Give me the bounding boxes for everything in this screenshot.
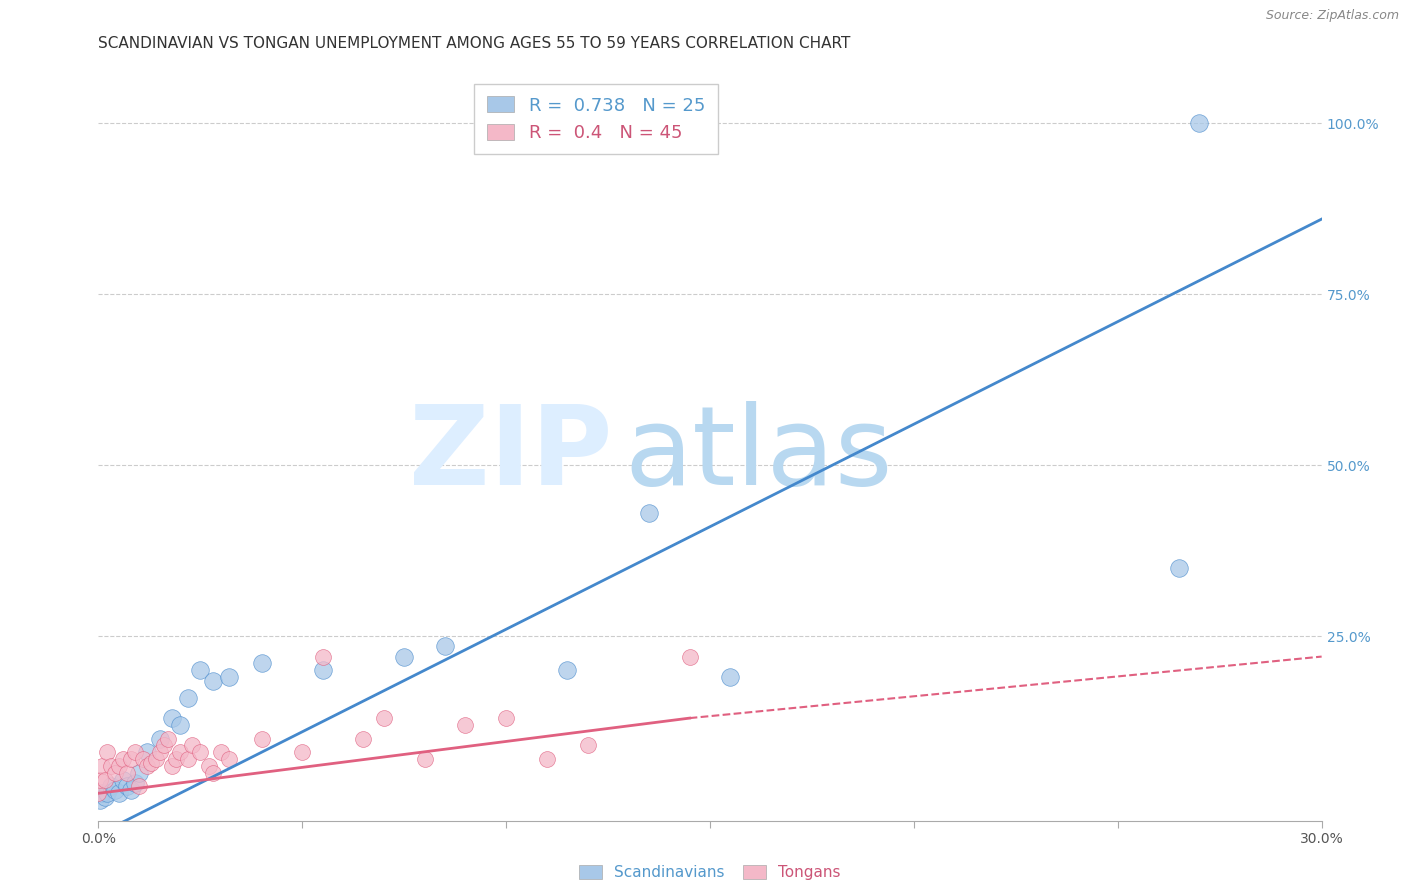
Point xyxy=(132,752,155,766)
Point xyxy=(96,745,118,759)
Point xyxy=(197,759,219,773)
Point xyxy=(495,711,517,725)
Point xyxy=(120,783,142,797)
Point xyxy=(312,663,335,677)
Point xyxy=(201,765,224,780)
Point xyxy=(149,745,172,759)
Point xyxy=(434,640,457,654)
Point xyxy=(89,772,111,787)
Point xyxy=(557,663,579,677)
Point xyxy=(108,759,131,773)
Point xyxy=(96,786,118,800)
Point xyxy=(136,745,159,759)
Point xyxy=(177,752,200,766)
Point xyxy=(536,752,558,766)
Point xyxy=(177,690,200,705)
Point xyxy=(312,649,335,664)
Point xyxy=(111,772,134,787)
Point xyxy=(115,765,138,780)
Point xyxy=(115,780,138,794)
Point xyxy=(169,745,191,759)
Point xyxy=(160,759,183,773)
Point xyxy=(124,776,146,790)
Point xyxy=(91,786,114,800)
Point xyxy=(136,759,159,773)
Point xyxy=(188,745,212,759)
Point xyxy=(160,711,183,725)
Point xyxy=(720,670,742,684)
Point xyxy=(89,793,111,807)
Point xyxy=(352,731,374,746)
Point xyxy=(141,756,163,770)
Point xyxy=(93,772,115,787)
Text: ZIP: ZIP xyxy=(409,401,612,508)
Point xyxy=(165,752,187,766)
Point xyxy=(145,752,167,766)
Point xyxy=(188,663,212,677)
Point xyxy=(87,786,110,800)
Point xyxy=(104,783,127,797)
Point xyxy=(679,649,702,664)
Point xyxy=(120,752,142,766)
Text: atlas: atlas xyxy=(624,401,893,508)
Point xyxy=(156,731,179,746)
Point xyxy=(392,649,416,664)
Point xyxy=(181,739,204,753)
Point xyxy=(128,780,150,794)
Point xyxy=(454,718,477,732)
Point xyxy=(250,731,273,746)
Point xyxy=(1188,116,1211,130)
Point xyxy=(128,765,150,780)
Point xyxy=(124,745,146,759)
Point xyxy=(91,759,114,773)
Point xyxy=(111,752,134,766)
Text: Source: ZipAtlas.com: Source: ZipAtlas.com xyxy=(1265,9,1399,22)
Point xyxy=(218,752,240,766)
Text: SCANDINAVIAN VS TONGAN UNEMPLOYMENT AMONG AGES 55 TO 59 YEARS CORRELATION CHART: SCANDINAVIAN VS TONGAN UNEMPLOYMENT AMON… xyxy=(98,36,851,51)
Point xyxy=(104,765,127,780)
Point xyxy=(93,789,115,804)
Point xyxy=(201,673,224,688)
Point xyxy=(413,752,436,766)
Point xyxy=(218,670,240,684)
Point xyxy=(100,780,122,794)
Legend: Scandinavians, Tongans: Scandinavians, Tongans xyxy=(574,859,846,886)
Point xyxy=(291,745,314,759)
Point xyxy=(576,739,599,753)
Point xyxy=(169,718,191,732)
Point xyxy=(108,786,131,800)
Point xyxy=(152,739,174,753)
Point xyxy=(1167,560,1189,574)
Point xyxy=(209,745,232,759)
Point xyxy=(373,711,395,725)
Point xyxy=(100,759,122,773)
Point xyxy=(250,657,273,671)
Point xyxy=(149,731,172,746)
Point xyxy=(638,506,661,520)
